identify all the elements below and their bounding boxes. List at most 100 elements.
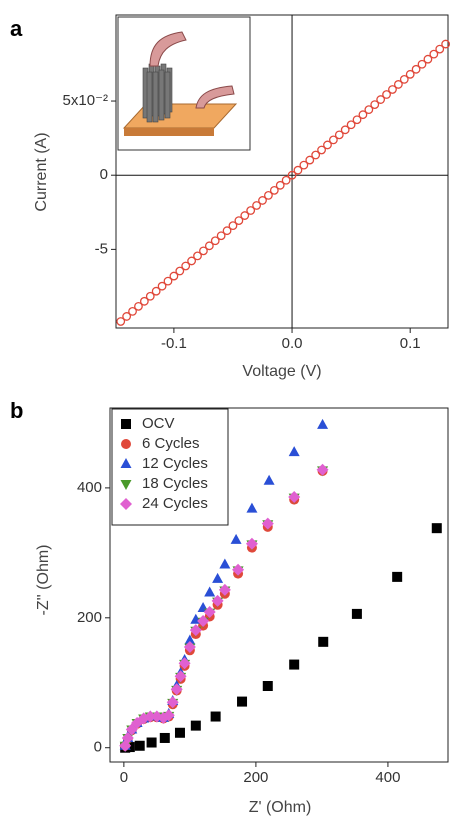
marker: [163, 276, 173, 286]
marker: [275, 180, 285, 190]
x-axis-label: Voltage (V): [242, 363, 321, 380]
marker: [212, 572, 224, 583]
marker: [157, 281, 167, 291]
marker: [174, 670, 187, 683]
marker: [358, 110, 368, 120]
marker: [246, 206, 256, 215]
marker: [122, 312, 132, 321]
marker: [258, 196, 267, 205]
marker: [340, 125, 350, 135]
marker: [189, 624, 202, 637]
marker: [183, 641, 196, 654]
marker: [166, 696, 179, 709]
marker: [262, 681, 273, 692]
marker: [269, 185, 279, 195]
marker: [246, 502, 258, 513]
y-tick-label: 400: [77, 479, 102, 496]
marker: [334, 130, 344, 140]
marker: [204, 586, 216, 597]
marker: [216, 231, 226, 241]
marker: [423, 54, 433, 64]
marker: [218, 583, 231, 596]
marker: [193, 251, 202, 261]
marker: [170, 683, 183, 696]
marker: [210, 711, 221, 722]
y-tick-label: 200: [77, 609, 102, 626]
marker: [287, 170, 297, 180]
marker: [134, 740, 145, 751]
substrate-side: [124, 128, 214, 136]
marker: [245, 537, 258, 550]
inset-illustration: [117, 16, 251, 151]
marker: [252, 201, 261, 210]
marker: [288, 446, 300, 457]
marker: [317, 418, 329, 429]
marker: [382, 90, 391, 99]
legend-label: 12 Cycles: [142, 455, 208, 472]
x-tick-label: 0.1: [400, 335, 421, 352]
marker: [417, 59, 427, 69]
legend-label: 6 Cycles: [142, 435, 200, 452]
marker: [139, 296, 149, 306]
marker: [237, 696, 248, 707]
marker: [116, 317, 126, 326]
plot-frame: [109, 407, 449, 763]
marker: [305, 155, 315, 165]
marker: [219, 558, 231, 569]
marker: [204, 241, 214, 251]
marker: [234, 216, 244, 226]
marker: [264, 190, 273, 200]
marker: [328, 135, 338, 145]
marker: [145, 291, 155, 301]
x-tick-label: 400: [375, 769, 400, 786]
marker: [210, 236, 220, 246]
marker: [174, 727, 185, 738]
y-tick-label: 0: [100, 166, 108, 183]
marker: [393, 80, 403, 89]
marker: [376, 95, 386, 104]
marker: [392, 571, 403, 582]
marker: [441, 39, 451, 49]
marker: [316, 463, 329, 476]
panel-label: b: [10, 398, 23, 423]
marker: [197, 615, 210, 628]
marker: [159, 732, 170, 743]
marker: [429, 49, 439, 59]
marker: [293, 165, 303, 175]
marker: [211, 594, 224, 607]
marker: [351, 608, 362, 619]
marker: [323, 140, 332, 150]
marker: [144, 710, 157, 723]
legend-box: [111, 408, 229, 526]
marker: [399, 74, 409, 84]
marker: [146, 737, 157, 748]
legend-label: 24 Cycles: [142, 495, 208, 512]
marker: [405, 69, 415, 79]
x-tick-label: -0.1: [161, 335, 187, 352]
probe: [195, 85, 235, 109]
marker: [128, 306, 137, 316]
marker: [370, 100, 380, 109]
x-tick-label: 200: [243, 769, 268, 786]
marker: [169, 271, 179, 281]
marker: [120, 480, 132, 490]
probe: [149, 31, 187, 67]
marker: [203, 605, 216, 618]
marker: [230, 533, 242, 544]
legend-label: OCV: [142, 415, 175, 432]
marker: [388, 85, 397, 94]
marker: [134, 301, 143, 311]
marker: [299, 160, 309, 170]
marker: [364, 105, 374, 115]
marker: [178, 657, 191, 670]
y-tick-label: -5: [95, 240, 108, 257]
x-tick-label: 0: [120, 769, 128, 786]
marker: [181, 261, 191, 271]
marker: [261, 517, 274, 530]
marker: [263, 474, 275, 485]
marker: [162, 709, 175, 722]
y-axis-label: Current (A): [33, 132, 50, 211]
marker: [346, 120, 356, 130]
marker: [411, 64, 421, 74]
